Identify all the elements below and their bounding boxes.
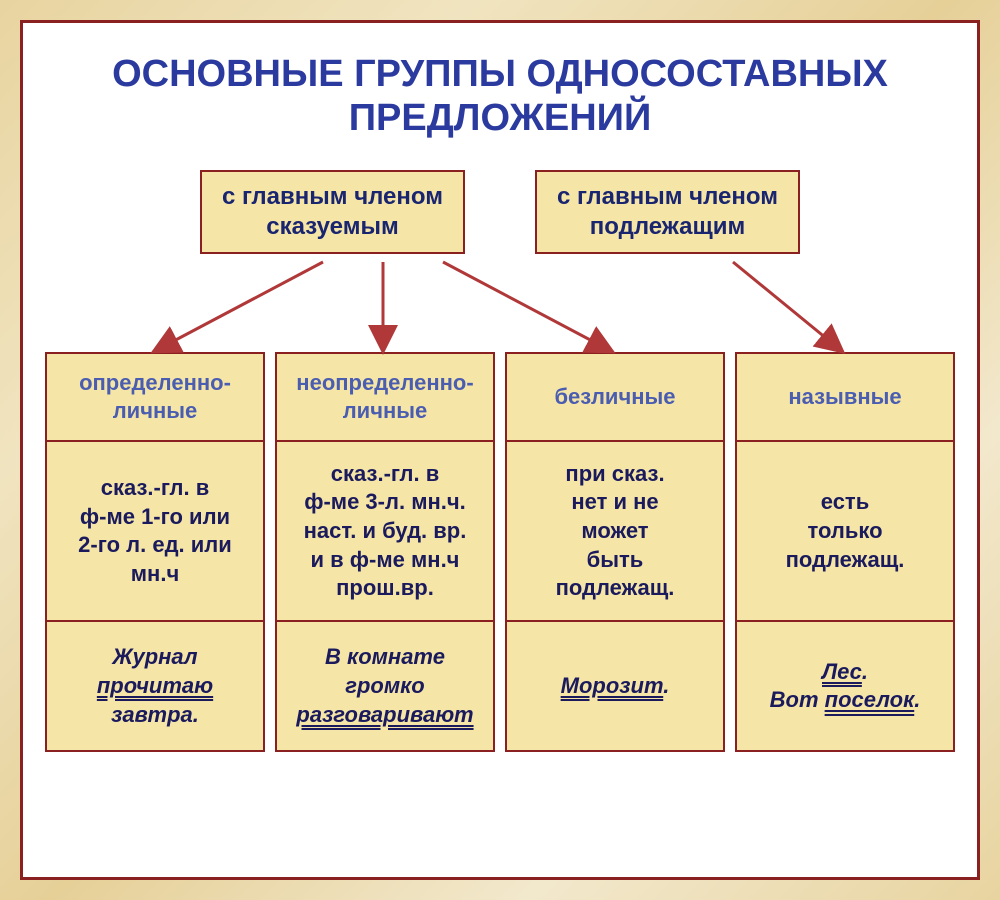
column-indefinite-personal: неопределенно-личные сказ.-гл. вф-ме 3-л… — [275, 352, 495, 752]
arrows-svg — [43, 262, 957, 352]
column-description: сказ.-гл. вф-ме 3-л. мн.ч.наст. и буд. в… — [275, 442, 495, 622]
column-example: Лес.Вот поселок. — [735, 622, 955, 752]
example-text: Морозит. — [561, 672, 670, 701]
example-text: Лес.Вот поселок. — [770, 658, 921, 715]
column-nominative: назывные естьтолькоподлежащ. Лес.Вот пос… — [735, 352, 955, 752]
example-text: Журнал прочитаю завтра. — [55, 643, 255, 729]
column-example: Журнал прочитаю завтра. — [45, 622, 265, 752]
column-example: В комнате громко разговаривают — [275, 622, 495, 752]
example-text: В комнате громко разговаривают — [285, 643, 485, 729]
column-header: неопределенно-личные — [275, 352, 495, 442]
main-category-subject: с главным членомподлежащим — [535, 170, 800, 254]
column-header: безличные — [505, 352, 725, 442]
main-categories-row: с главным членомсказуемым с главным член… — [43, 170, 957, 254]
arrow-area — [43, 262, 957, 352]
column-description: сказ.-гл. вф-ме 1-го или2-го л. ед. илим… — [45, 442, 265, 622]
title: ОСНОВНЫЕ ГРУППЫ ОДНОСОСТАВНЫХ ПРЕДЛОЖЕНИ… — [43, 53, 957, 140]
column-example: Морозит. — [505, 622, 725, 752]
columns-row: определенно-личные сказ.-гл. вф-ме 1-го … — [43, 352, 957, 752]
column-header: назывные — [735, 352, 955, 442]
poster-frame: ОСНОВНЫЕ ГРУППЫ ОДНОСОСТАВНЫХ ПРЕДЛОЖЕНИ… — [20, 20, 980, 880]
column-description: при сказ.нет и неможетбытьподлежащ. — [505, 442, 725, 622]
main-category-predicate: с главным членомсказуемым — [200, 170, 465, 254]
column-header: определенно-личные — [45, 352, 265, 442]
column-description: естьтолькоподлежащ. — [735, 442, 955, 622]
column-definite-personal: определенно-личные сказ.-гл. вф-ме 1-го … — [45, 352, 265, 752]
column-impersonal: безличные при сказ.нет и неможетбытьподл… — [505, 352, 725, 752]
